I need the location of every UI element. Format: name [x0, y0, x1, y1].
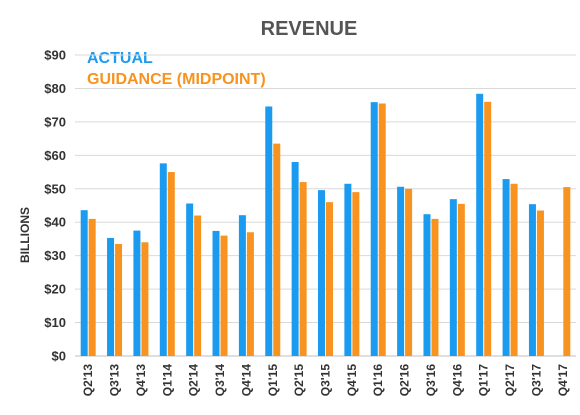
bar-guidance — [536, 210, 544, 356]
bar-actual — [423, 214, 431, 356]
bar-actual — [528, 204, 536, 356]
bar-guidance — [115, 243, 123, 356]
bar-actual — [344, 183, 352, 356]
x-axis-ticks: Q2'13 Q3'13 Q4'13 Q1'14 Q2'14 Q3'14 Q4'14 Q1'15… — [81, 364, 570, 397]
bar-actual — [212, 230, 220, 356]
bar-actual — [238, 215, 246, 356]
bar-actual — [449, 199, 457, 356]
x-tick-label: Q4'17 — [556, 364, 570, 397]
x-tick-label: Q4'15 — [345, 364, 359, 397]
bar-guidance — [378, 103, 386, 356]
bar-guidance — [457, 203, 465, 356]
y-tick-label: $60 — [44, 148, 66, 163]
y-tick-label: $0 — [52, 349, 66, 364]
bar-guidance — [326, 202, 333, 356]
bar-guidance — [273, 143, 281, 356]
bar-guidance — [246, 232, 254, 356]
bar-actual — [107, 237, 115, 356]
bar-actual — [502, 179, 510, 356]
y-axis-ticks: $0 $10 $20 $30 $40 $50 $60 $70 $80 $90 — [44, 48, 66, 364]
x-tick-label: Q2'17 — [503, 364, 517, 397]
legend: ACTUAL GUIDANCE (MIDPOINT) — [87, 50, 266, 88]
y-tick-label: $70 — [44, 114, 66, 129]
bar-guidance — [563, 187, 571, 356]
bar-guidance — [167, 172, 175, 356]
y-tick-label: $10 — [44, 315, 66, 330]
bar-guidance — [141, 242, 149, 356]
x-tick-label: Q3'16 — [424, 364, 438, 397]
y-tick-label: $50 — [44, 181, 66, 196]
bar-guidance — [405, 188, 413, 356]
gridlines — [75, 54, 576, 357]
bars — [80, 93, 571, 356]
x-tick-label: Q2'14 — [187, 364, 201, 397]
legend-actual-label: ACTUAL — [87, 50, 153, 67]
y-axis-label: BILLIONS — [18, 207, 32, 263]
x-tick-label: Q4'14 — [239, 364, 253, 397]
x-tick-label: Q3'17 — [529, 364, 543, 397]
bar-actual — [186, 203, 194, 356]
bar-actual — [318, 190, 325, 356]
bar-guidance — [299, 182, 307, 356]
x-tick-label: Q2'15 — [292, 364, 306, 397]
y-tick-label: $30 — [44, 248, 66, 263]
y-tick-label: $90 — [44, 48, 66, 63]
bar-actual — [133, 230, 141, 356]
x-tick-label: Q4'16 — [450, 364, 464, 397]
x-tick-label: Q1'15 — [266, 364, 280, 397]
bar-guidance — [484, 101, 492, 356]
y-tick-label: $80 — [44, 81, 66, 96]
x-tick-label: Q1'16 — [371, 364, 385, 397]
x-tick-label: Q2'16 — [398, 364, 412, 397]
x-tick-label: Q1'14 — [160, 364, 174, 397]
y-tick-label: $40 — [44, 215, 66, 230]
x-tick-label: Q3'15 — [319, 364, 333, 397]
bar-actual — [476, 93, 484, 356]
bar-actual — [397, 186, 405, 356]
bar-actual — [291, 162, 299, 356]
chart-title: REVENUE — [261, 18, 358, 40]
bar-guidance — [510, 183, 518, 356]
x-tick-label: Q3'14 — [213, 364, 227, 397]
legend-guidance-label: GUIDANCE (MIDPOINT) — [87, 71, 266, 88]
x-tick-label: Q1'17 — [477, 364, 491, 397]
bar-actual — [159, 163, 167, 356]
bar-guidance — [352, 192, 360, 356]
y-tick-label: $20 — [44, 282, 66, 297]
bar-guidance — [220, 235, 228, 356]
bar-actual — [370, 102, 378, 356]
bar-actual — [265, 106, 273, 356]
bar-guidance — [431, 218, 439, 356]
bar-guidance — [88, 218, 96, 356]
x-tick-label: Q4'13 — [134, 364, 148, 397]
x-tick-label: Q3'13 — [108, 364, 122, 397]
bar-guidance — [194, 215, 202, 356]
bar-actual — [80, 210, 88, 356]
x-tick-label: Q2'13 — [81, 364, 95, 397]
